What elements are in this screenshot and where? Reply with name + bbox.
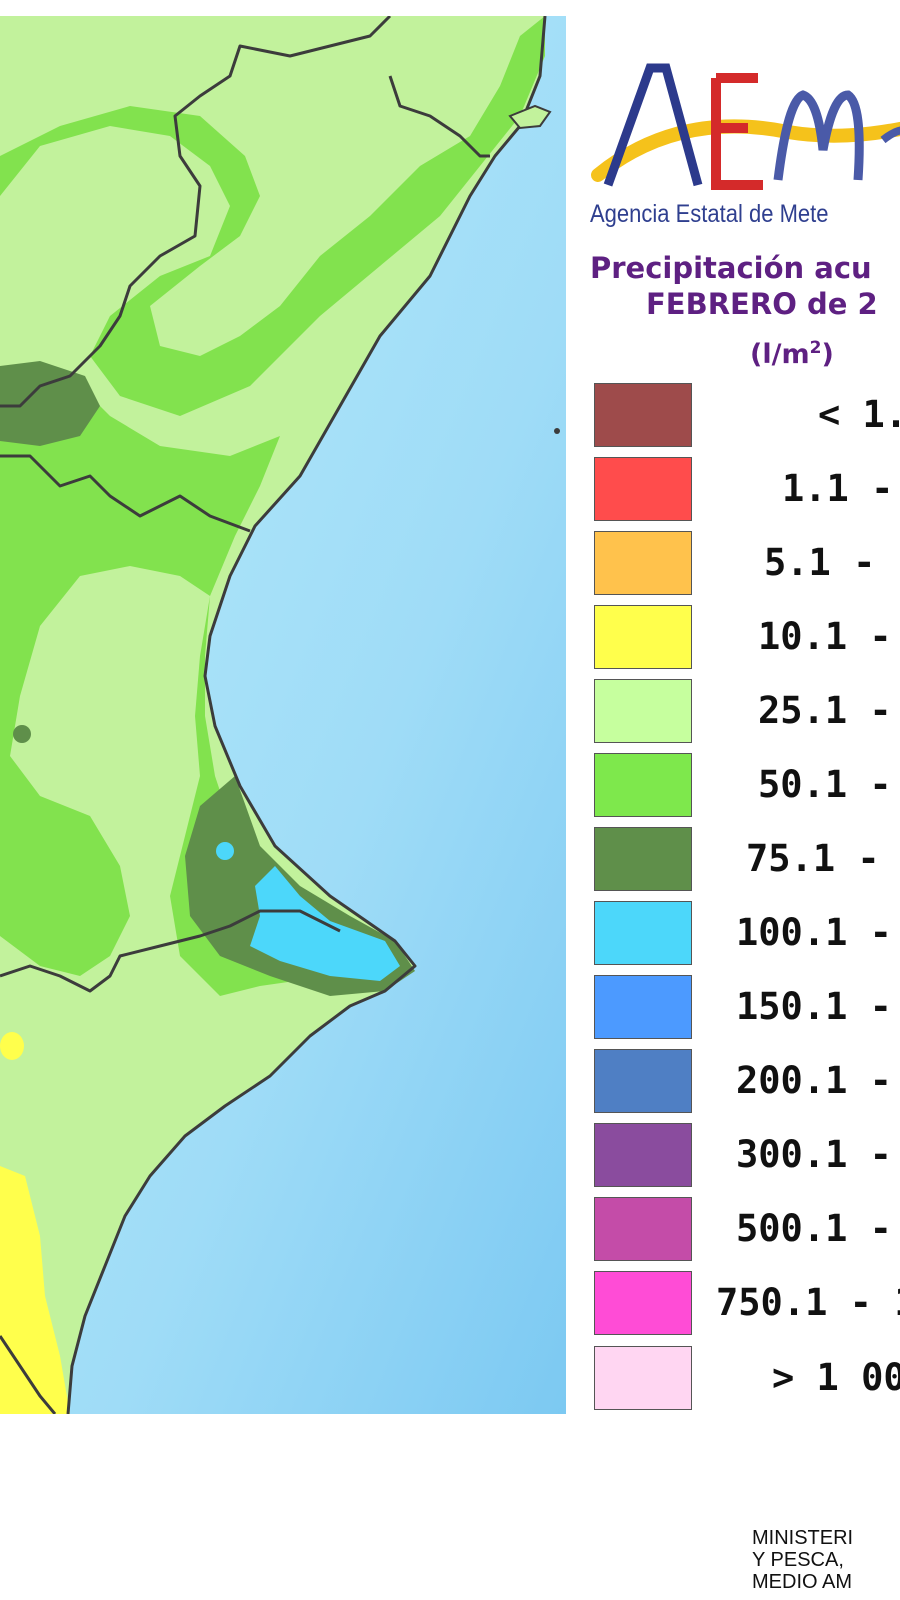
legend-item: 300.1 - [594, 1123, 900, 1189]
legend-swatch [594, 1049, 692, 1113]
map-svg [0, 16, 566, 1414]
legend-item: 10.1 - [594, 605, 900, 671]
legend-item: 500.1 - [594, 1197, 900, 1263]
legend-label: 500.1 - [736, 1207, 892, 1250]
legend-item: 1.1 - [594, 457, 900, 523]
legend-swatch [594, 531, 692, 595]
zone-75-100-west [0, 361, 100, 446]
title-line-1: Precipitación acu [590, 251, 872, 285]
legend-item: 5.1 - 1 [594, 531, 900, 597]
legend-swatch [594, 1346, 692, 1410]
legend-swatch [594, 457, 692, 521]
zone-10-25-south [0, 1166, 70, 1414]
legend-swatch [594, 383, 692, 447]
zone-50-75-north [0, 16, 545, 416]
legend-item: 150.1 - [594, 975, 900, 1041]
legend-label: 10.1 - [758, 615, 892, 658]
legend-swatch [594, 827, 692, 891]
legend-panel: Agencia Estatal de Mete Precipitación ac… [566, 0, 900, 1600]
units-label: (l/m2) [750, 338, 834, 370]
legend-label: 200.1 - [736, 1059, 892, 1102]
coast-hook [508, 104, 552, 130]
legend-label: 5.1 - 1 [764, 541, 900, 584]
legend-swatch [594, 975, 692, 1039]
aemet-logo [588, 40, 900, 200]
legend-swatch [594, 1123, 692, 1187]
legend-item: > 1 00 [594, 1346, 900, 1412]
unit-suffix: ) [821, 339, 834, 370]
legend-label: 1.1 - [782, 467, 894, 510]
unit-prefix: (l/m [750, 339, 810, 370]
legend-swatch [594, 901, 692, 965]
legend-label: 150.1 - [736, 985, 892, 1028]
legend-item: 50.1 - [594, 753, 900, 819]
legend-label: 25.1 - [758, 689, 892, 732]
legend-item: 25.1 - [594, 679, 900, 745]
title-line-2: FEBRERO de 2 [646, 287, 878, 321]
legend-label: < 1. [818, 393, 900, 436]
zone-50-75-west [0, 466, 60, 526]
legend-item: 100.1 - [594, 901, 900, 967]
zone-10-25-spot [0, 1032, 24, 1060]
legend-swatch [594, 605, 692, 669]
ministry-text: MINISTERI Y PESCA, MEDIO AM [752, 1527, 853, 1593]
legend-item: 750.1 - 1 [594, 1271, 900, 1337]
legend-label: > 1 00 [772, 1356, 900, 1399]
ministry-line-2: Y PESCA, [752, 1549, 844, 1571]
ministry-line-3: MEDIO AM [752, 1571, 853, 1593]
legend-item: 200.1 - [594, 1049, 900, 1115]
agency-name: Agencia Estatal de Mete [590, 200, 829, 228]
legend-swatch [594, 679, 692, 743]
province-borders [0, 16, 547, 1414]
legend-item: < 1. [594, 383, 900, 449]
legend-swatch [594, 753, 692, 817]
legend-label: 100.1 - [736, 911, 892, 954]
zone-100-150-spot [216, 842, 234, 860]
ministry-line-1: MINISTERI [752, 1527, 854, 1549]
zone-50-75-central [0, 376, 360, 996]
legend-swatch [594, 1271, 692, 1335]
legend-item: 75.1 - 1 [594, 827, 900, 893]
island [554, 428, 560, 434]
unit-superscript: 2 [809, 338, 822, 358]
legend-swatch [594, 1197, 692, 1261]
legend-label: 750.1 - 1 [716, 1281, 900, 1324]
legend-label: 75.1 - 1 [746, 837, 900, 880]
precipitation-map [0, 16, 566, 1414]
logo-graphic [591, 63, 900, 190]
zone-75-100-spot [13, 725, 31, 743]
legend-label: 50.1 - [758, 763, 892, 806]
legend-label: 300.1 - [736, 1133, 892, 1176]
map-title: Precipitación acu FEBRERO de 2 [590, 250, 878, 322]
